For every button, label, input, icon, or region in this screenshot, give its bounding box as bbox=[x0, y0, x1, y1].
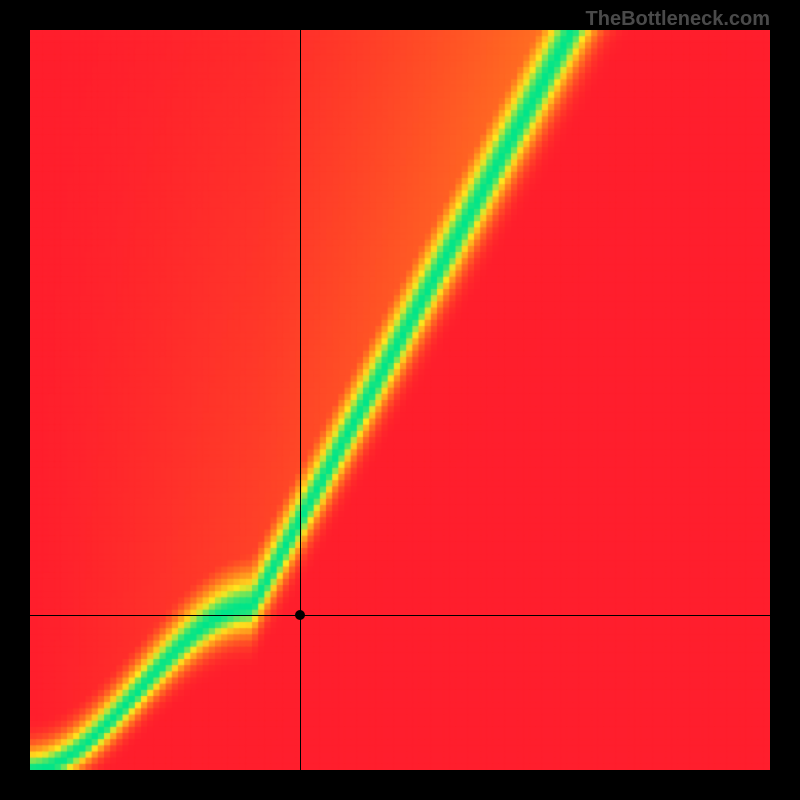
outer-frame: TheBottleneck.com bbox=[0, 0, 800, 800]
plot-area bbox=[30, 30, 770, 770]
crosshair-vertical bbox=[300, 30, 301, 770]
heatmap-canvas bbox=[30, 30, 770, 770]
watermark-text: TheBottleneck.com bbox=[586, 8, 770, 31]
crosshair-dot bbox=[295, 610, 305, 620]
crosshair-horizontal bbox=[30, 615, 770, 616]
